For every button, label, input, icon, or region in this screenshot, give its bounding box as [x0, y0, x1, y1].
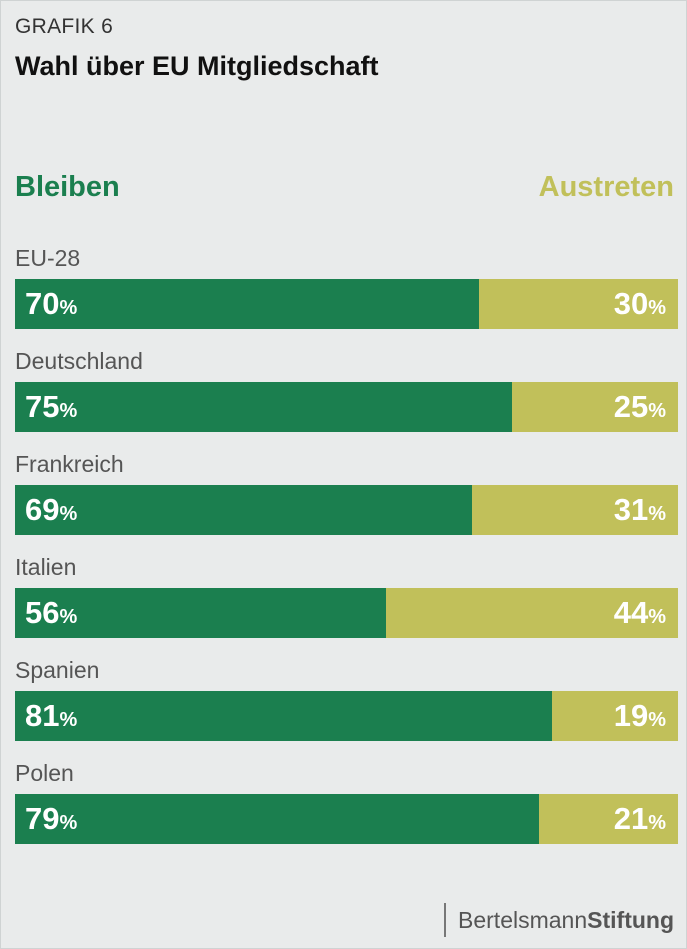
data-label-value: 69	[25, 492, 60, 527]
bar-row: Italien 56% 44%	[15, 550, 678, 653]
logo-separator	[444, 903, 447, 937]
data-label: 81%	[25, 698, 77, 734]
data-label-unit: %	[648, 709, 666, 731]
bar-row: Spanien 81% 19%	[15, 653, 678, 756]
category-label: EU-28	[15, 245, 81, 271]
data-label-value: 31	[613, 492, 649, 527]
data-label-unit: %	[59, 503, 78, 525]
bar-row: Frankreich 69% 31%	[15, 447, 678, 550]
stacked-bar: 75% 25%	[15, 382, 678, 432]
chart-title: Wahl über EU Mitgliedschaft	[15, 51, 379, 81]
bar-segment-austreten: 30%	[479, 279, 678, 329]
chart-kicker: GRAFIK 6	[15, 15, 114, 38]
data-label-unit: %	[59, 297, 78, 319]
stacked-bar: 69% 31%	[15, 485, 678, 535]
data-label: 19%	[614, 698, 666, 734]
data-label-value: 56	[25, 595, 60, 630]
data-label: 31%	[614, 492, 666, 528]
bar-segment-bleiben: 56%	[15, 588, 387, 638]
data-label: 79%	[25, 801, 77, 837]
data-label-value: 70	[25, 286, 60, 321]
category-label: Frankreich	[15, 451, 124, 477]
bar-row: Polen 79% 21%	[15, 756, 678, 859]
data-label: 69%	[25, 492, 77, 528]
data-label-unit: %	[648, 400, 666, 422]
data-label-unit: %	[648, 503, 666, 525]
stacked-bar: 79% 21%	[15, 794, 678, 844]
data-label: 56%	[25, 595, 77, 631]
data-label-value: 81	[25, 698, 60, 733]
category-label: Spanien	[15, 657, 100, 683]
data-label-value: 79	[25, 801, 60, 836]
bar-segment-bleiben: 79%	[15, 794, 539, 844]
data-label-unit: %	[59, 812, 78, 834]
data-label-value: 30	[613, 286, 649, 321]
data-label-value: 19	[613, 698, 649, 733]
data-label: 21%	[614, 801, 666, 837]
bar-row: Deutschland 75% 25%	[15, 344, 678, 447]
bar-segment-bleiben: 70%	[15, 279, 480, 329]
stacked-bar: 56% 44%	[15, 588, 678, 638]
bar-segment-austreten: 19%	[552, 691, 678, 741]
data-label: 75%	[25, 389, 77, 425]
category-label: Italien	[15, 554, 77, 580]
data-label-unit: %	[59, 400, 78, 422]
bar-rows: EU-28 70% 30% Deutschland 75% 25% Frankreich 69…	[15, 241, 678, 859]
legend-leave: Austreten	[538, 171, 674, 203]
data-label: 25%	[614, 389, 666, 425]
logo-text-regular: Bertelsmann	[458, 906, 588, 933]
stacked-bar: 70% 30%	[15, 279, 678, 329]
logo-text-bold: Stiftung	[587, 906, 674, 933]
legend-stay: Bleiben	[15, 171, 120, 203]
data-label-unit: %	[648, 606, 666, 628]
bar-segment-bleiben: 75%	[15, 382, 513, 432]
data-label-value: 75	[25, 389, 60, 424]
bar-segment-bleiben: 81%	[15, 691, 553, 741]
data-label-unit: %	[59, 709, 78, 731]
publisher-logo: Bertelsmann Stiftung	[444, 903, 674, 937]
data-label: 30%	[614, 286, 666, 322]
data-label-value: 44	[613, 595, 649, 630]
category-label: Polen	[15, 760, 74, 786]
bar-row: EU-28 70% 30%	[15, 241, 678, 344]
data-label-value: 25	[613, 389, 649, 424]
bar-segment-austreten: 21%	[538, 794, 678, 844]
data-label: 44%	[614, 595, 666, 631]
bar-segment-bleiben: 69%	[15, 485, 473, 535]
data-label: 70%	[25, 286, 77, 322]
bar-segment-austreten: 31%	[472, 485, 678, 535]
stacked-bar: 81% 19%	[15, 691, 678, 741]
category-label: Deutschland	[15, 348, 143, 374]
bar-segment-austreten: 44%	[386, 588, 678, 638]
data-label-unit: %	[59, 606, 78, 628]
data-label-unit: %	[648, 297, 666, 319]
bar-segment-austreten: 25%	[512, 382, 678, 432]
data-label-unit: %	[648, 812, 666, 834]
data-label-value: 21	[613, 801, 649, 836]
